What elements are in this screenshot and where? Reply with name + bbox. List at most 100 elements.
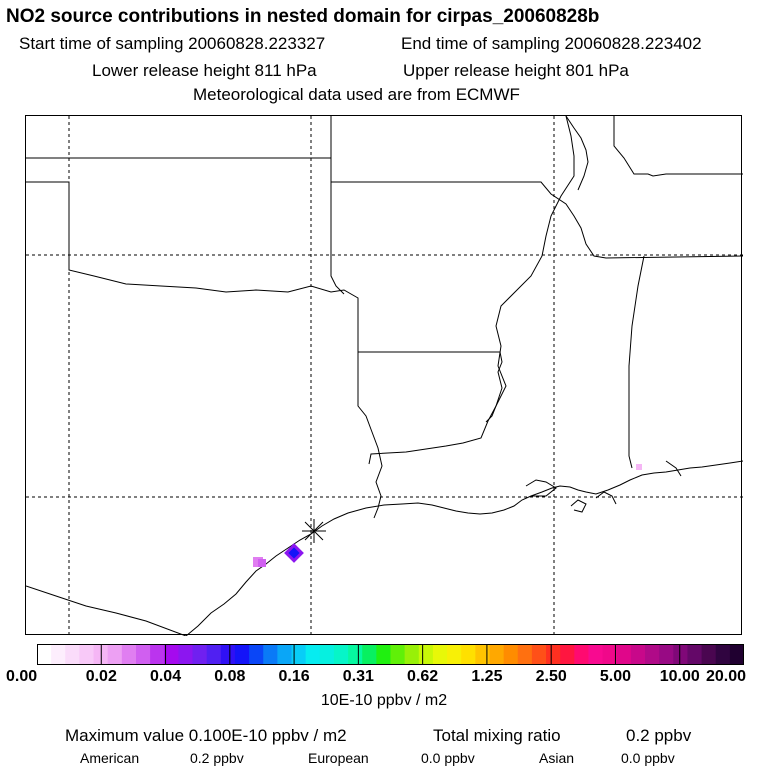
met-data-note: Meteorological data used are from ECMWF <box>193 85 520 104</box>
colorbar-swatch <box>263 644 278 665</box>
border-line <box>357 352 383 519</box>
total-mixing-label: Total mixing ratio <box>433 726 561 745</box>
colorbar-swatch <box>432 644 448 665</box>
contribution-cell <box>258 559 266 567</box>
border-line <box>358 351 503 423</box>
colorbar-swatch <box>51 644 66 665</box>
colorbar-swatch <box>701 644 717 665</box>
colorbar-swatch <box>503 644 519 665</box>
start-time: Start time of sampling 20060828.223327 <box>19 34 326 53</box>
coastline <box>185 460 743 636</box>
colorbar-swatch <box>602 644 618 665</box>
colorbar-swatch <box>447 644 462 665</box>
colorbar-swatch <box>79 644 95 665</box>
colorbar-swatch <box>220 644 236 665</box>
colorbar <box>37 644 744 665</box>
colorbar-tick-label: 1.25 <box>471 668 503 685</box>
colorbar-swatch <box>376 644 391 665</box>
colorbar-swatch <box>135 644 151 665</box>
colorbar-swatch <box>489 644 505 665</box>
colorbar-tick-label: 5.00 <box>599 668 632 685</box>
colorbar-swatch <box>107 644 123 665</box>
max-value: Maximum value 0.100E-10 ppbv / m2 <box>65 726 347 745</box>
coastline <box>26 585 187 636</box>
river-line <box>565 116 589 191</box>
release-point-marker <box>284 543 304 563</box>
colorbar-tick-label: 0.04 <box>149 668 182 685</box>
coastline <box>525 479 557 497</box>
upper-release-height: Upper release height 801 hPa <box>403 61 629 80</box>
colorbar-swatch <box>121 644 137 665</box>
colorbar-tick-label: 0.02 <box>85 668 117 685</box>
colorbar-swatch <box>645 644 660 665</box>
colorbar-swatch <box>630 644 646 665</box>
colorbar-swatch <box>164 644 179 665</box>
colorbar-swatch <box>659 644 674 665</box>
map-panel <box>25 115 743 636</box>
map-canvas <box>26 116 743 636</box>
colorbar-border <box>37 644 744 665</box>
colorbar-swatch <box>546 644 561 665</box>
colorbar-tick-label: 20.00 <box>706 668 747 685</box>
colorbar-swatch <box>588 644 604 665</box>
colorbar-swatch <box>234 644 250 665</box>
american-label: American <box>80 750 140 766</box>
colorbar-swatch <box>305 644 321 665</box>
colorbar-swatch <box>715 644 731 665</box>
asian-value: 0.0 ppbv <box>621 750 675 766</box>
colorbar-swatch <box>729 644 744 665</box>
colorbar-swatch <box>531 644 547 665</box>
border-line <box>26 181 359 352</box>
colorbar-swatch <box>616 644 632 665</box>
colorbar-swatch <box>560 644 575 665</box>
contribution-cell <box>636 464 642 470</box>
colorbar-swatch <box>37 644 52 665</box>
colorbar-swatch <box>65 644 80 665</box>
colorbar-tick-label: 2.50 <box>535 668 567 685</box>
colorbar-swatch <box>277 644 293 665</box>
map-title: NO2 source contributions in nested domai… <box>6 6 600 27</box>
colorbar-swatch <box>574 644 589 665</box>
european-value: 0.0 ppbv <box>421 750 475 766</box>
colorbar-swatch <box>249 644 264 665</box>
colorbar-tick-label: 0.62 <box>407 668 439 685</box>
colorbar-swatch <box>291 644 307 665</box>
colorbar-swatch <box>192 644 208 665</box>
colorbar-swatch <box>687 644 703 665</box>
colorbar-swatch <box>319 644 335 665</box>
colorbar-ticks: 0.00 0.02 0.04 0.08 0.16 0.31 0.62 1.25 2.50 5.00… <box>0 668 768 688</box>
asian-label: Asian <box>539 750 575 766</box>
border-line <box>613 116 743 177</box>
colorbar-swatch <box>150 644 165 665</box>
graticule <box>26 116 743 636</box>
colorbar-swatch <box>475 644 490 665</box>
receptor-marker <box>302 519 326 543</box>
colorbar-swatch <box>333 644 349 665</box>
colorbar-units: 10E-10 ppbv / m2 <box>320 692 448 709</box>
coastline <box>595 491 617 505</box>
colorbar-swatch <box>178 644 194 665</box>
colorbar-swatch <box>362 644 377 665</box>
river-line <box>368 116 575 465</box>
european-label: European <box>308 750 369 766</box>
lower-release-height: Lower release height 811 hPa <box>92 61 317 80</box>
colorbar-swatch <box>517 644 533 665</box>
american-value: 0.2 ppbv <box>190 750 244 766</box>
border-line <box>628 255 645 469</box>
colorbar-swatch <box>461 644 476 665</box>
colorbar-tick-label: 0.00 <box>6 668 38 685</box>
colorbar-tick-label: 10.00 <box>659 668 700 685</box>
colorbar-swatch <box>418 644 434 665</box>
border-line <box>331 181 743 259</box>
colorbar-tick-label: 0.16 <box>278 668 310 685</box>
colorbar-swatch <box>206 644 222 665</box>
end-time: End time of sampling 20060828.223402 <box>401 34 702 53</box>
colorbar-swatch <box>390 644 406 665</box>
colorbar-tick-label: 0.31 <box>342 668 374 685</box>
coastline <box>570 499 587 513</box>
total-mixing-value: 0.2 ppbv <box>626 726 692 745</box>
state-borders <box>26 116 743 519</box>
border-line <box>330 116 345 295</box>
river-line <box>665 460 682 477</box>
colorbar-swatch <box>404 644 420 665</box>
